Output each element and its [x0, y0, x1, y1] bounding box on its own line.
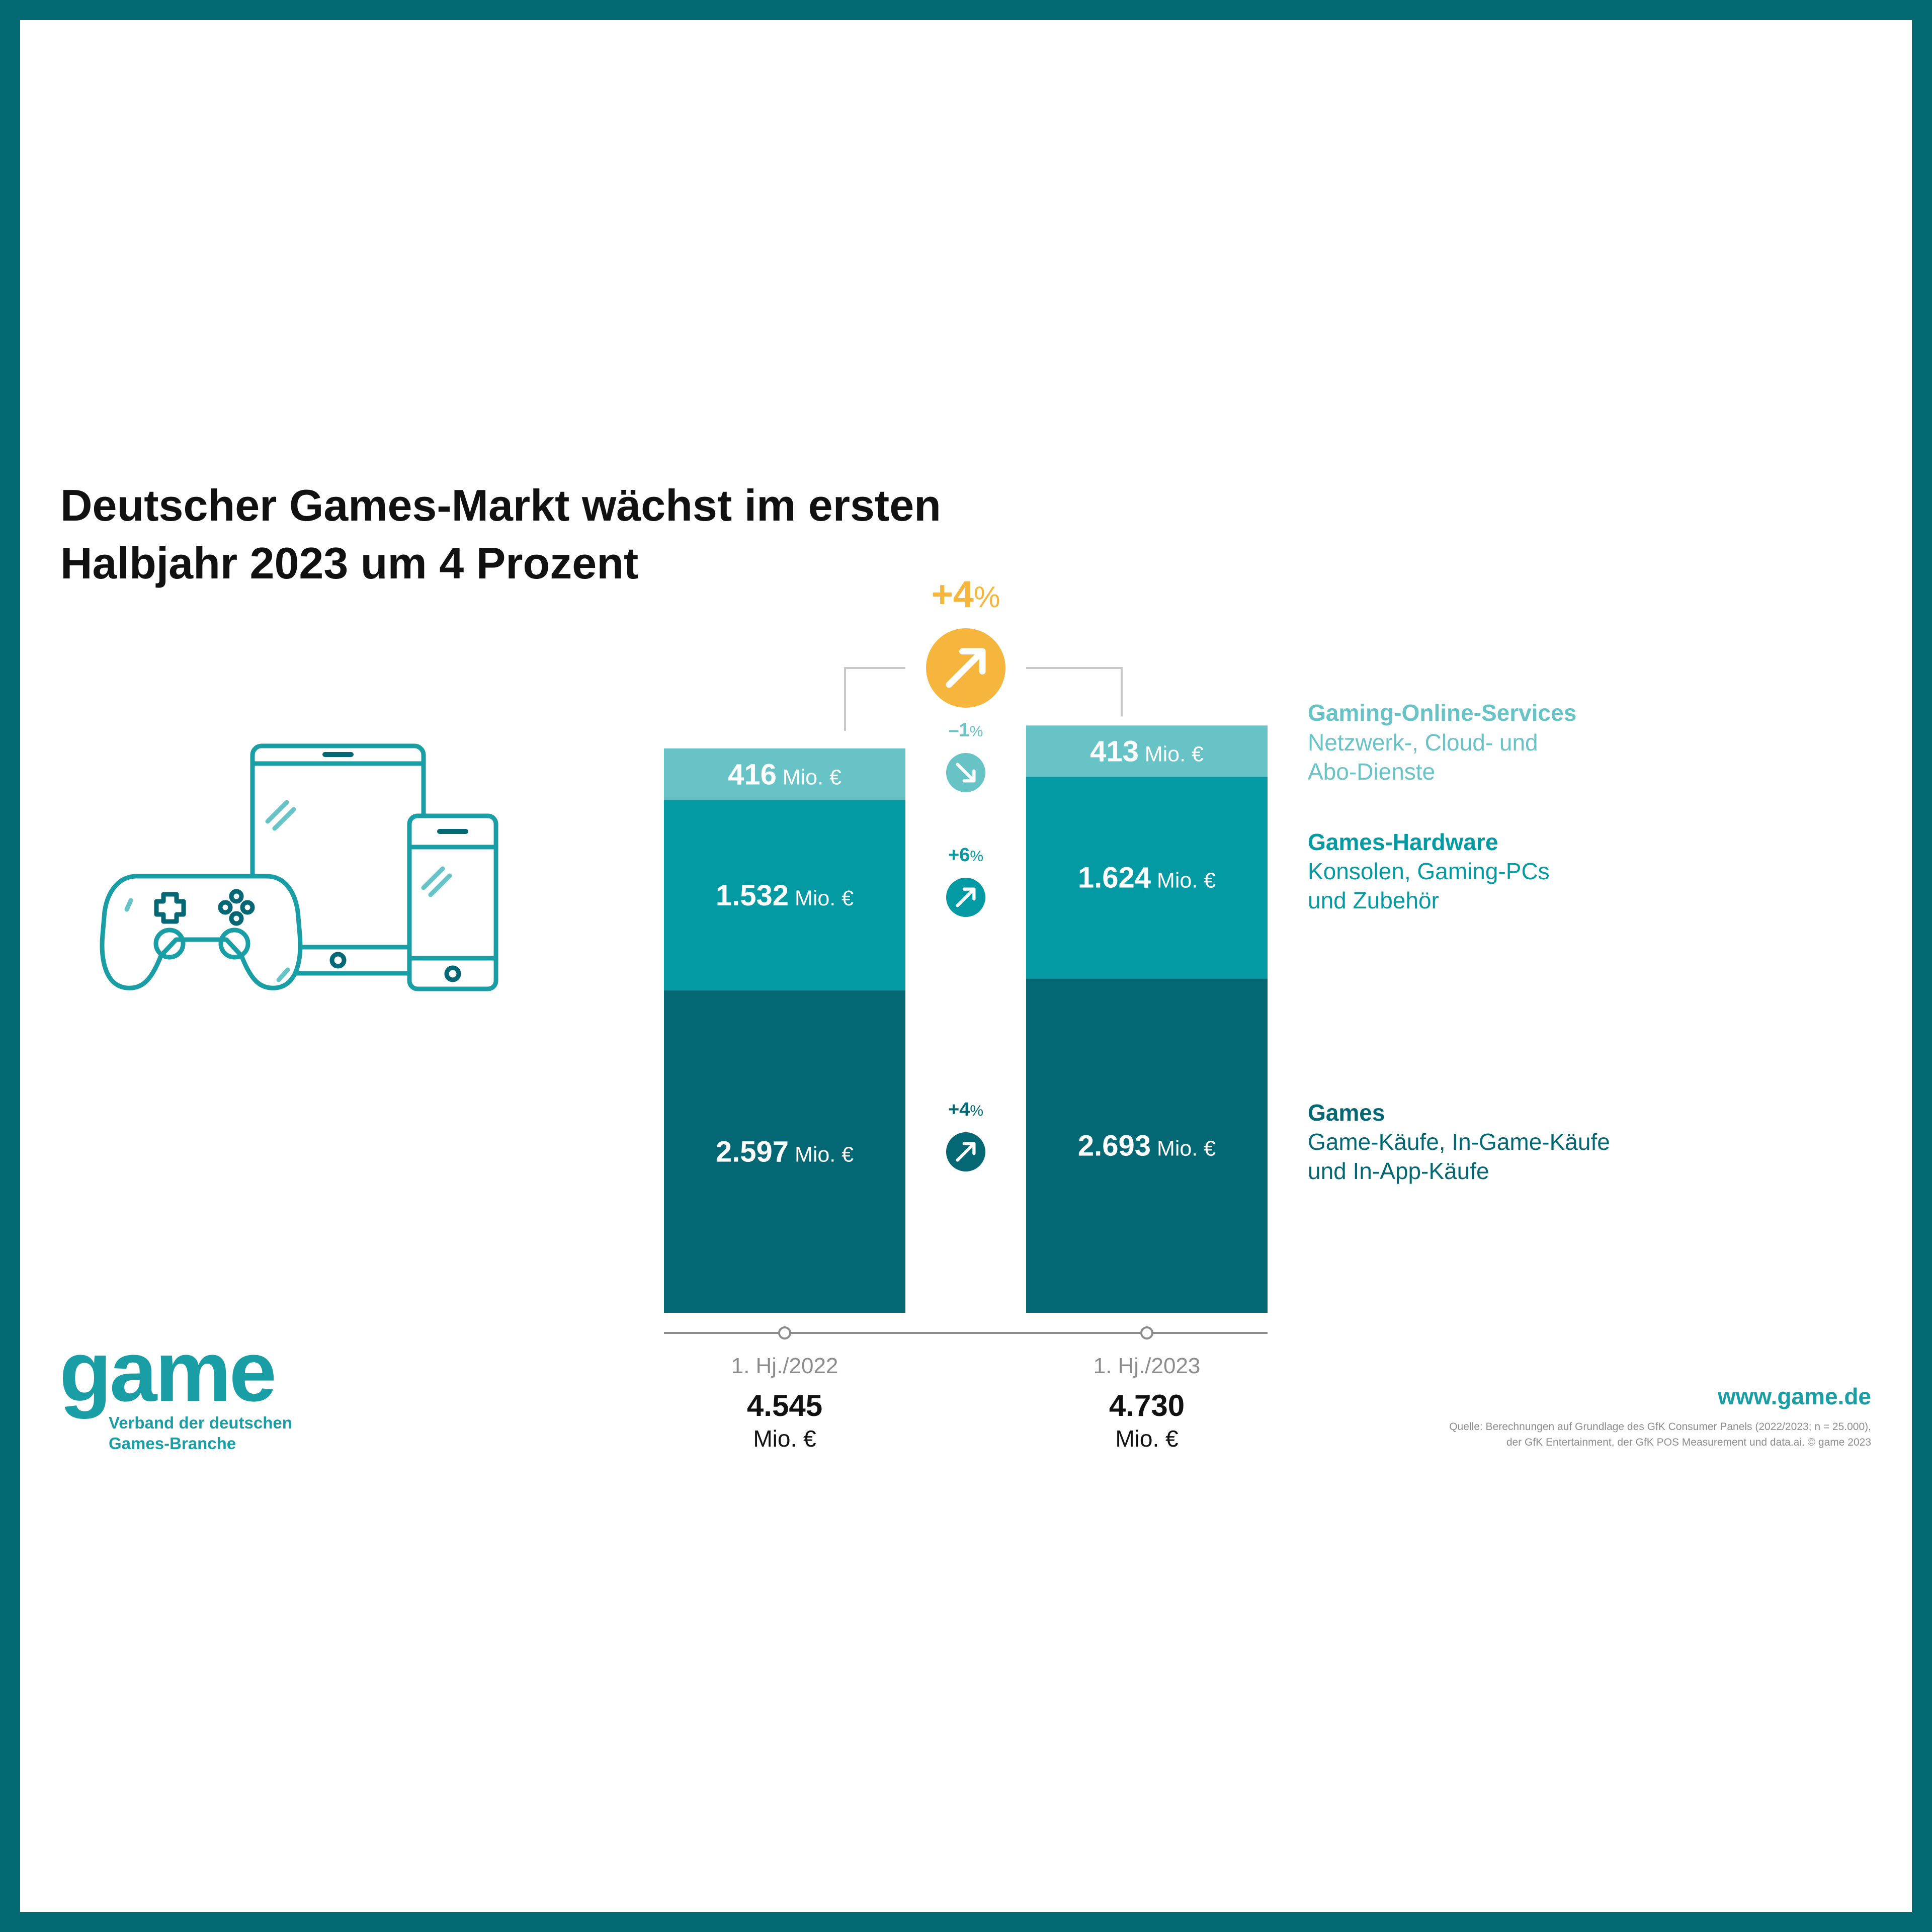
segment-change-label: –1%	[949, 720, 983, 741]
total-value: 4.545	[747, 1389, 822, 1422]
bar-value-label: 2.693 Mio. €	[1078, 1130, 1216, 1162]
total-unit: Mio. €	[1115, 1425, 1178, 1452]
source-line-1: Quelle: Berechnungen auf Grundlage des G…	[1449, 1421, 1871, 1433]
title-line-2: Halbjahr 2023 um 4 Prozent	[60, 538, 638, 588]
legend-title: Games-Hardware	[1308, 829, 1498, 855]
x-axis-label: 1. Hj./2023	[1094, 1354, 1201, 1378]
total-value: 4.730	[1109, 1389, 1185, 1422]
bar-segment-games[interactable]	[1026, 978, 1268, 1313]
gamepad-icon	[100, 874, 303, 990]
circle-marker-icon	[1140, 1326, 1153, 1339]
arrow-shaft	[956, 763, 976, 783]
legend-line: Netzwerk-, Cloud- und	[1308, 729, 1538, 755]
source-line-2: der GfK Entertainment, der GfK POS Measu…	[1506, 1437, 1871, 1448]
stacked-bar-chart: 2.597 Mio. € 1.532 Mio. € 416 Mio. € 1. Hj.…	[664, 573, 1268, 1452]
arrow-shaft	[956, 887, 976, 907]
game-logo: game	[59, 1324, 275, 1419]
total-unit: Mio. €	[753, 1425, 816, 1452]
segment-change-label: +4%	[948, 1099, 983, 1120]
bar-value-label: 416 Mio. €	[728, 758, 842, 791]
legend-title: Gaming-Online-Services	[1308, 700, 1576, 726]
circle-marker-icon	[778, 1326, 791, 1339]
bar-segment-gaming-online-services[interactable]	[1026, 725, 1268, 777]
logo-tagline-1: Verband der deutschen	[109, 1413, 292, 1432]
segment-change-badge	[946, 1132, 985, 1171]
legend-line: Game-Käufe, In-Game-Käufe	[1308, 1129, 1610, 1155]
controller-tablet-phone-icon	[100, 743, 498, 991]
segment-change-badge	[946, 878, 985, 917]
legend-title: Games	[1308, 1100, 1385, 1126]
arrow-shaft	[946, 648, 986, 688]
legend-line: und Zubehör	[1308, 887, 1439, 913]
bar-value-label: 413 Mio. €	[1090, 735, 1204, 768]
bar-segment-gaming-online-services[interactable]	[664, 748, 905, 800]
arrow-shaft	[956, 1142, 976, 1162]
total-change-label: +4%	[932, 573, 1000, 615]
bar-segment-games-hardware[interactable]	[1026, 777, 1268, 979]
bar-value-label: 2.597 Mio. €	[716, 1135, 854, 1168]
arrow-up-right-icon	[946, 648, 986, 688]
logo-tagline-2: Games-Branche	[109, 1434, 236, 1453]
bar-segment-games-hardware[interactable]	[664, 800, 905, 990]
arrow-up-right-icon	[956, 887, 976, 907]
arrow-up-right-icon	[956, 1142, 976, 1162]
bar-value-label: 1.624 Mio. €	[1078, 862, 1216, 894]
legend-item-hardware: Games-Hardware Konsolen, Gaming-PCs und …	[1308, 829, 1550, 913]
bar-value-label: 1.532 Mio. €	[716, 879, 854, 912]
legend-line: Konsolen, Gaming-PCs	[1308, 858, 1550, 884]
arrow-head	[962, 1142, 976, 1155]
arrow-head	[962, 887, 976, 901]
bar-segment-games[interactable]	[664, 990, 905, 1313]
legend-line: Abo-Dienste	[1308, 759, 1435, 785]
title-line-1: Deutscher Games-Markt wächst im ersten	[60, 480, 941, 530]
arrow-down-right-icon	[956, 763, 976, 783]
total-connector	[1099, 667, 1123, 717]
arrow-head	[959, 648, 986, 675]
phone-icon	[407, 813, 498, 991]
website-link[interactable]: www.game.de	[1717, 1383, 1871, 1409]
segment-change-badge	[946, 753, 985, 792]
arrow-head	[962, 769, 976, 783]
legend-item-online-services: Gaming-Online-Services Netzwerk-, Cloud-…	[1308, 700, 1576, 785]
legend-item-games: Games Game-Käufe, In-Game-Käufe und In-A…	[1308, 1100, 1610, 1184]
x-axis-label: 1. Hj./2022	[731, 1354, 838, 1378]
total-change-badge	[926, 628, 1005, 708]
segment-change-label: +6%	[948, 845, 983, 866]
legend: Gaming-Online-Services Netzwerk-, Cloud-…	[1308, 700, 1610, 1184]
legend-line: und In-App-Käufe	[1308, 1158, 1489, 1184]
